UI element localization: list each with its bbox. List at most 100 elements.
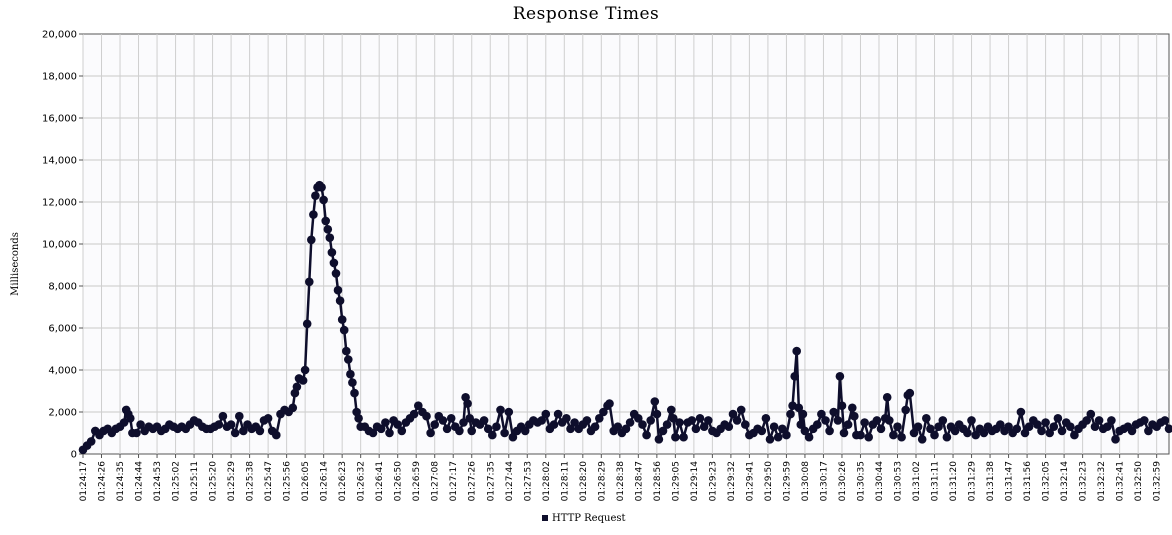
x-tick-label: 01:25:29 [227, 461, 237, 502]
data-point [1037, 426, 1046, 436]
data-point [226, 420, 236, 429]
y-tick-label: 16,000 [42, 114, 77, 125]
data-point [409, 409, 419, 419]
x-tick-label: 01:25:38 [246, 461, 256, 502]
data-point [658, 426, 668, 436]
x-tick-label: 01:31:02 [912, 461, 922, 501]
data-point [650, 397, 660, 406]
data-point [901, 405, 910, 415]
data-point [346, 369, 355, 379]
x-tick-label: 01:26:50 [394, 461, 404, 502]
x-tick-label: 01:28:38 [616, 461, 626, 502]
x-tick-label: 01:32:14 [1060, 461, 1070, 502]
x-tick-label: 01:31:29 [968, 461, 978, 502]
x-tick-label: 01:31:20 [949, 461, 959, 502]
data-point [922, 414, 931, 423]
x-tick-label: 01:30:53 [894, 461, 904, 501]
data-point [422, 411, 431, 421]
data-point [613, 422, 623, 432]
data-point [1082, 416, 1091, 425]
data-point [621, 424, 631, 434]
data-point [671, 432, 680, 442]
data-point [305, 277, 314, 287]
data-point [348, 378, 357, 387]
data-point [549, 420, 559, 429]
y-tick-label: 10,000 [42, 240, 77, 251]
x-tick-label: 01:27:44 [505, 461, 515, 502]
data-point [562, 414, 571, 423]
x-tick-label: 01:26:32 [357, 461, 367, 501]
data-point [860, 418, 869, 427]
y-tick-label: 6,000 [48, 324, 77, 335]
data-point [317, 183, 326, 192]
data-point [541, 409, 551, 419]
data-point [679, 432, 688, 442]
data-point [393, 420, 403, 429]
y-tick-label: 12,000 [42, 198, 77, 209]
y-tick-label: 4,000 [48, 366, 77, 377]
data-point [856, 430, 865, 440]
data-point [311, 191, 320, 200]
data-point [397, 426, 407, 436]
data-point [667, 405, 676, 415]
x-tick-label: 01:28:56 [653, 461, 663, 502]
x-tick-label: 01:29:32 [727, 461, 737, 501]
data-point [479, 416, 489, 425]
x-tick-label: 01:27:53 [523, 461, 533, 501]
data-point [963, 428, 972, 438]
data-point [1057, 426, 1067, 436]
data-point [843, 420, 853, 429]
chart-title: Response Times [512, 4, 660, 24]
y-tick-label: 20,000 [42, 30, 77, 41]
data-point [1049, 422, 1059, 432]
data-point [570, 418, 579, 427]
data-point [329, 258, 339, 268]
x-tick-label: 01:26:59 [412, 461, 422, 502]
data-point [741, 420, 750, 429]
data-point [327, 248, 337, 257]
data-point [214, 420, 224, 429]
data-point [414, 401, 423, 411]
data-point [769, 422, 779, 432]
data-point [893, 422, 902, 432]
data-point [465, 414, 475, 423]
data-point [646, 416, 655, 425]
data-point [804, 432, 814, 442]
data-point [492, 422, 501, 432]
y-tick-label: 14,000 [42, 156, 77, 167]
data-point [1160, 416, 1170, 425]
x-tick-label: 01:26:05 [301, 461, 311, 501]
data-point [381, 418, 390, 427]
data-point [876, 424, 886, 434]
data-point [889, 430, 898, 440]
data-point [917, 435, 927, 444]
data-point [782, 430, 791, 440]
data-point [971, 430, 980, 440]
data-point [344, 355, 353, 364]
x-tick-label: 01:25:47 [264, 461, 274, 501]
data-point [263, 414, 273, 423]
data-point [669, 414, 678, 423]
data-point [319, 195, 328, 205]
data-point [736, 405, 746, 415]
data-point [848, 403, 857, 413]
data-point [307, 235, 316, 245]
data-point [1053, 414, 1063, 423]
data-point [350, 388, 359, 398]
x-tick-label: 01:32:59 [1153, 461, 1163, 502]
data-point [599, 407, 608, 417]
data-point [704, 416, 713, 425]
x-tick-label: 01:24:44 [135, 461, 145, 502]
data-point [817, 409, 826, 419]
data-point [909, 428, 919, 438]
x-tick-label: 01:32:05 [1042, 461, 1052, 501]
x-tick-label: 01:29:23 [708, 461, 718, 501]
data-point [230, 428, 240, 438]
x-tick-label: 01:27:35 [486, 461, 496, 501]
data-point [790, 372, 799, 381]
data-point [813, 420, 822, 429]
x-tick-label: 01:28:11 [560, 461, 570, 501]
data-point [368, 428, 378, 438]
data-point [967, 416, 976, 425]
data-point [837, 401, 847, 411]
